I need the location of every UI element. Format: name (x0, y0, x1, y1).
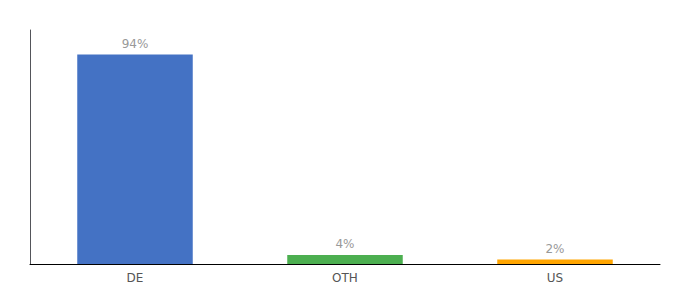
svg-text:US: US (547, 271, 563, 285)
svg-text:4%: 4% (335, 237, 354, 251)
svg-text:2%: 2% (545, 242, 564, 256)
svg-text:DE: DE (127, 271, 144, 285)
svg-text:94%: 94% (122, 37, 149, 51)
svg-text:OTH: OTH (332, 271, 358, 285)
